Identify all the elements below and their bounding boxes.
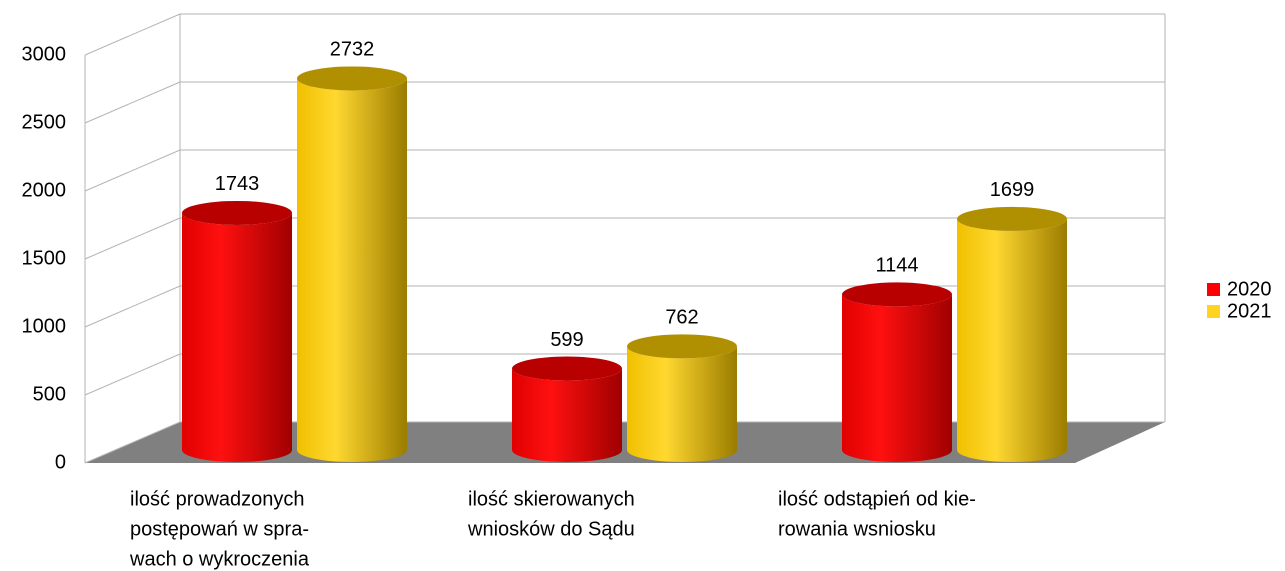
x-tick-label: ilość skierowanych <box>468 488 635 510</box>
x-tick-label: rowania wsniosku <box>778 518 936 540</box>
bar <box>957 218 1067 462</box>
bar <box>182 212 292 462</box>
bar-top <box>182 200 292 225</box>
grid-line <box>84 81 181 124</box>
legend-label: 2021 <box>1227 300 1272 322</box>
y-tick-label: 0 <box>55 451 66 473</box>
legend-label: 2020 <box>1227 278 1272 300</box>
data-label: 762 <box>665 307 698 329</box>
bar-top <box>627 334 737 359</box>
bar <box>297 78 407 462</box>
data-label: 1743 <box>215 173 260 195</box>
bar-top <box>957 206 1067 231</box>
y-tick-label: 1000 <box>22 315 67 337</box>
data-label: 2732 <box>330 39 375 61</box>
grid-line <box>84 421 181 464</box>
bar-top <box>842 282 952 307</box>
y-tick-label: 3000 <box>22 43 67 65</box>
y-tick-label: 1500 <box>22 247 67 269</box>
x-tick-label: ilość prowadzonych <box>130 488 305 510</box>
bar-top <box>512 356 622 381</box>
x-tick-label: wniosków do Sądu <box>467 518 635 540</box>
data-label: 1699 <box>990 179 1035 201</box>
x-tick-label: postępowań w spra- <box>130 518 309 540</box>
grid-line <box>84 353 181 396</box>
legend-swatch <box>1207 305 1220 318</box>
y-tick-label: 500 <box>33 383 66 405</box>
bar <box>512 368 622 462</box>
data-label: 599 <box>550 329 583 351</box>
grid-line <box>84 285 181 328</box>
legend-swatch <box>1207 283 1220 296</box>
grid-line <box>84 13 181 56</box>
x-tick-label: ilość odstąpień od kie- <box>778 488 976 510</box>
x-tick-label: wach o wykroczenia <box>129 548 310 570</box>
y-tick-label: 2000 <box>22 179 67 201</box>
grid-line <box>84 149 181 192</box>
bar-top <box>297 66 407 91</box>
bar <box>627 346 737 462</box>
data-label: 1144 <box>875 255 918 277</box>
bar <box>842 294 952 462</box>
grid-line <box>84 217 181 260</box>
y-tick-label: 2500 <box>22 111 67 133</box>
